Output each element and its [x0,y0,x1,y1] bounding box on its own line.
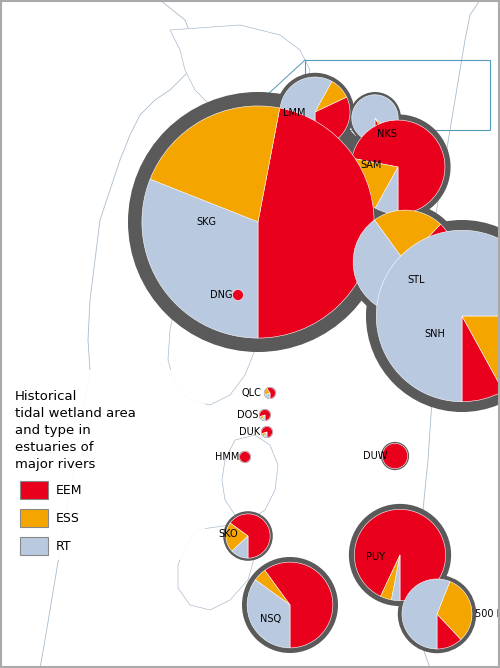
Wedge shape [247,580,290,648]
Circle shape [259,409,271,421]
Wedge shape [240,452,250,462]
Circle shape [346,114,451,220]
Text: DUK: DUK [239,427,260,437]
Circle shape [242,557,338,653]
Wedge shape [354,510,446,601]
Text: NSQ: NSQ [260,614,281,624]
Wedge shape [437,614,461,649]
Wedge shape [380,555,400,600]
Bar [20,537,48,555]
Wedge shape [142,179,258,338]
Circle shape [223,511,273,561]
Circle shape [349,92,401,144]
Circle shape [264,387,276,399]
Wedge shape [375,118,392,138]
Circle shape [276,73,354,151]
Text: DOS: DOS [237,410,258,420]
Wedge shape [258,108,374,338]
Polygon shape [415,0,500,668]
Wedge shape [267,387,276,398]
Text: SAM: SAM [360,160,382,170]
Wedge shape [232,289,243,301]
Wedge shape [230,514,270,558]
Wedge shape [315,81,346,112]
Wedge shape [376,167,398,214]
Text: PUY: PUY [366,552,385,562]
Wedge shape [232,536,248,558]
Text: ESS: ESS [56,512,80,525]
Circle shape [239,451,251,463]
Wedge shape [226,523,248,551]
Text: LMM: LMM [283,108,306,118]
Wedge shape [280,77,332,147]
Text: DUW: DUW [363,451,388,461]
Wedge shape [256,570,290,605]
Wedge shape [315,97,350,147]
Wedge shape [150,106,280,222]
Circle shape [366,220,500,412]
Wedge shape [462,316,500,401]
Bar [5,370,205,560]
Wedge shape [392,555,400,601]
Polygon shape [268,95,350,255]
Wedge shape [376,230,500,401]
Circle shape [128,92,388,352]
Text: DNG: DNG [210,290,233,300]
Text: HMM: HMM [215,452,240,462]
Bar [20,481,48,499]
Circle shape [349,504,451,606]
Wedge shape [462,316,500,391]
Wedge shape [351,158,398,208]
Bar [305,60,490,130]
Text: STL: STL [407,275,424,285]
Bar [20,509,48,527]
Circle shape [381,442,409,470]
Polygon shape [0,0,195,668]
Text: NKS: NKS [377,129,397,139]
Text: QLC: QLC [242,388,262,398]
Text: EEM: EEM [56,484,82,497]
Circle shape [347,204,463,320]
Wedge shape [405,224,457,314]
Wedge shape [374,210,440,262]
Wedge shape [265,393,270,398]
Circle shape [398,574,476,653]
Circle shape [261,426,273,438]
Text: SKG: SKG [196,217,216,227]
Wedge shape [262,415,265,420]
Wedge shape [437,581,472,639]
Wedge shape [262,427,272,438]
Wedge shape [352,120,445,214]
Wedge shape [352,95,398,141]
Wedge shape [402,579,450,649]
Wedge shape [375,118,386,141]
Text: SKO: SKO [218,529,238,539]
Wedge shape [262,432,267,436]
Text: Historical
tidal wetland area
and type in
estuaries of
major rivers: Historical tidal wetland area and type i… [15,390,136,471]
Polygon shape [178,525,255,610]
Wedge shape [260,409,270,420]
Wedge shape [382,444,407,469]
Text: RT: RT [56,540,72,553]
Wedge shape [260,415,265,420]
Circle shape [232,289,244,301]
Wedge shape [264,432,267,438]
Text: SNH: SNH [424,329,445,339]
Wedge shape [265,562,333,648]
Polygon shape [168,270,260,405]
Wedge shape [264,389,270,395]
Text: 500 ha: 500 ha [475,609,500,619]
Polygon shape [222,435,278,520]
Wedge shape [353,220,405,314]
Polygon shape [170,25,310,120]
